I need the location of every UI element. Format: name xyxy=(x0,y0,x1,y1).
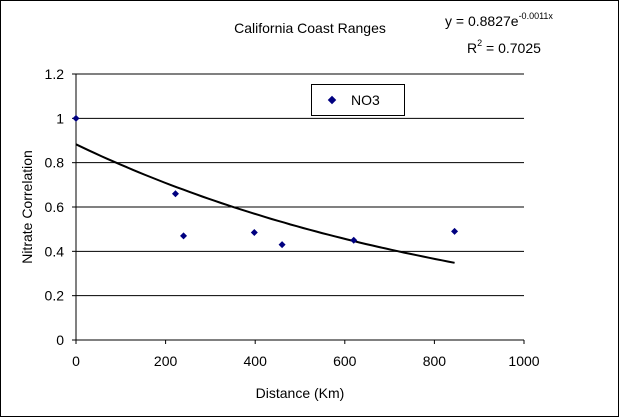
r2-prefix: R xyxy=(467,40,477,56)
y-tick-label: 1.2 xyxy=(45,66,65,82)
data-point xyxy=(451,227,459,235)
trendline xyxy=(75,143,455,264)
r2-value: = 0.7025 xyxy=(482,40,541,56)
legend-diamond-marker xyxy=(327,95,337,105)
y-axis-label: Nitrate Correlation xyxy=(19,150,35,264)
gridlines xyxy=(72,73,524,341)
trendline-equation: y = 0.8827e-0.0011x xyxy=(445,11,553,29)
data-point xyxy=(72,114,80,122)
x-tick-label: 800 xyxy=(423,353,447,369)
y-tick-label: 0 xyxy=(56,332,64,348)
x-axis-label: Distance (Km) xyxy=(256,385,345,401)
data-point xyxy=(171,190,179,198)
equation-exponent: -0.0011x xyxy=(519,11,554,21)
legend: NO3 xyxy=(311,84,405,116)
y-tick-label: 1 xyxy=(56,110,64,126)
data-point xyxy=(180,232,188,240)
data-point xyxy=(250,228,258,236)
x-tick-label: 0 xyxy=(72,353,80,369)
x-tick-label: 400 xyxy=(244,353,268,369)
x-tick-label: 200 xyxy=(154,353,178,369)
y-tick-labels: 0 0.2 0.4 0.6 0.8 1 1.2 xyxy=(45,66,65,348)
chart-title: California Coast Ranges xyxy=(234,20,386,36)
x-tick-label: 600 xyxy=(333,353,357,369)
y-tick-label: 0.2 xyxy=(45,288,65,304)
legend-label: NO3 xyxy=(351,92,380,108)
y-tick-label: 0.8 xyxy=(45,155,65,171)
axes xyxy=(75,74,525,344)
r-squared: R2 = 0.7025 xyxy=(467,38,541,56)
equation-prefix: y = 0.8827e xyxy=(445,13,519,29)
data-point xyxy=(350,236,358,244)
y-tick-label: 0.6 xyxy=(45,199,65,215)
data-point xyxy=(278,241,286,249)
y-tick-label: 0.4 xyxy=(45,243,65,259)
trendline-path xyxy=(75,143,455,264)
x-tick-label: 1000 xyxy=(508,353,539,369)
x-tick-labels: 0 200 400 600 800 1000 xyxy=(72,353,540,369)
data-points xyxy=(72,114,459,249)
r2-superscript: 2 xyxy=(477,38,482,48)
